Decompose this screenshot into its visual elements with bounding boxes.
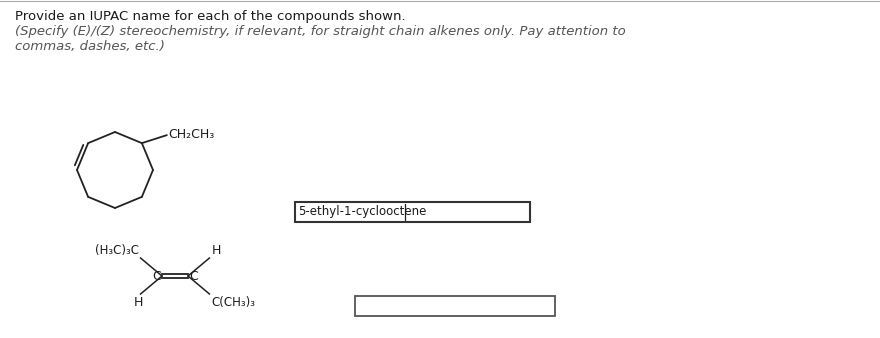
Text: (Specify (E)/(Z) stereochemistry, if relevant, for straight chain alkenes only. : (Specify (E)/(Z) stereochemistry, if rel… [15,25,626,53]
Text: C(CH₃)₃: C(CH₃)₃ [211,296,255,309]
Text: 5-ethyl-1-cyclooctene: 5-ethyl-1-cyclooctene [298,206,427,218]
Text: C: C [152,269,161,283]
Text: CH₂CH₃: CH₂CH₃ [168,128,214,141]
Text: (H₃C)₃C: (H₃C)₃C [94,244,138,257]
Text: H: H [134,296,143,309]
Bar [295,202,530,222]
Text: Provide an IUPAC name for each of the compounds shown.: Provide an IUPAC name for each of the co… [15,10,406,23]
Text: C: C [189,269,198,283]
Bar [355,296,555,316]
Text: H: H [211,244,221,257]
